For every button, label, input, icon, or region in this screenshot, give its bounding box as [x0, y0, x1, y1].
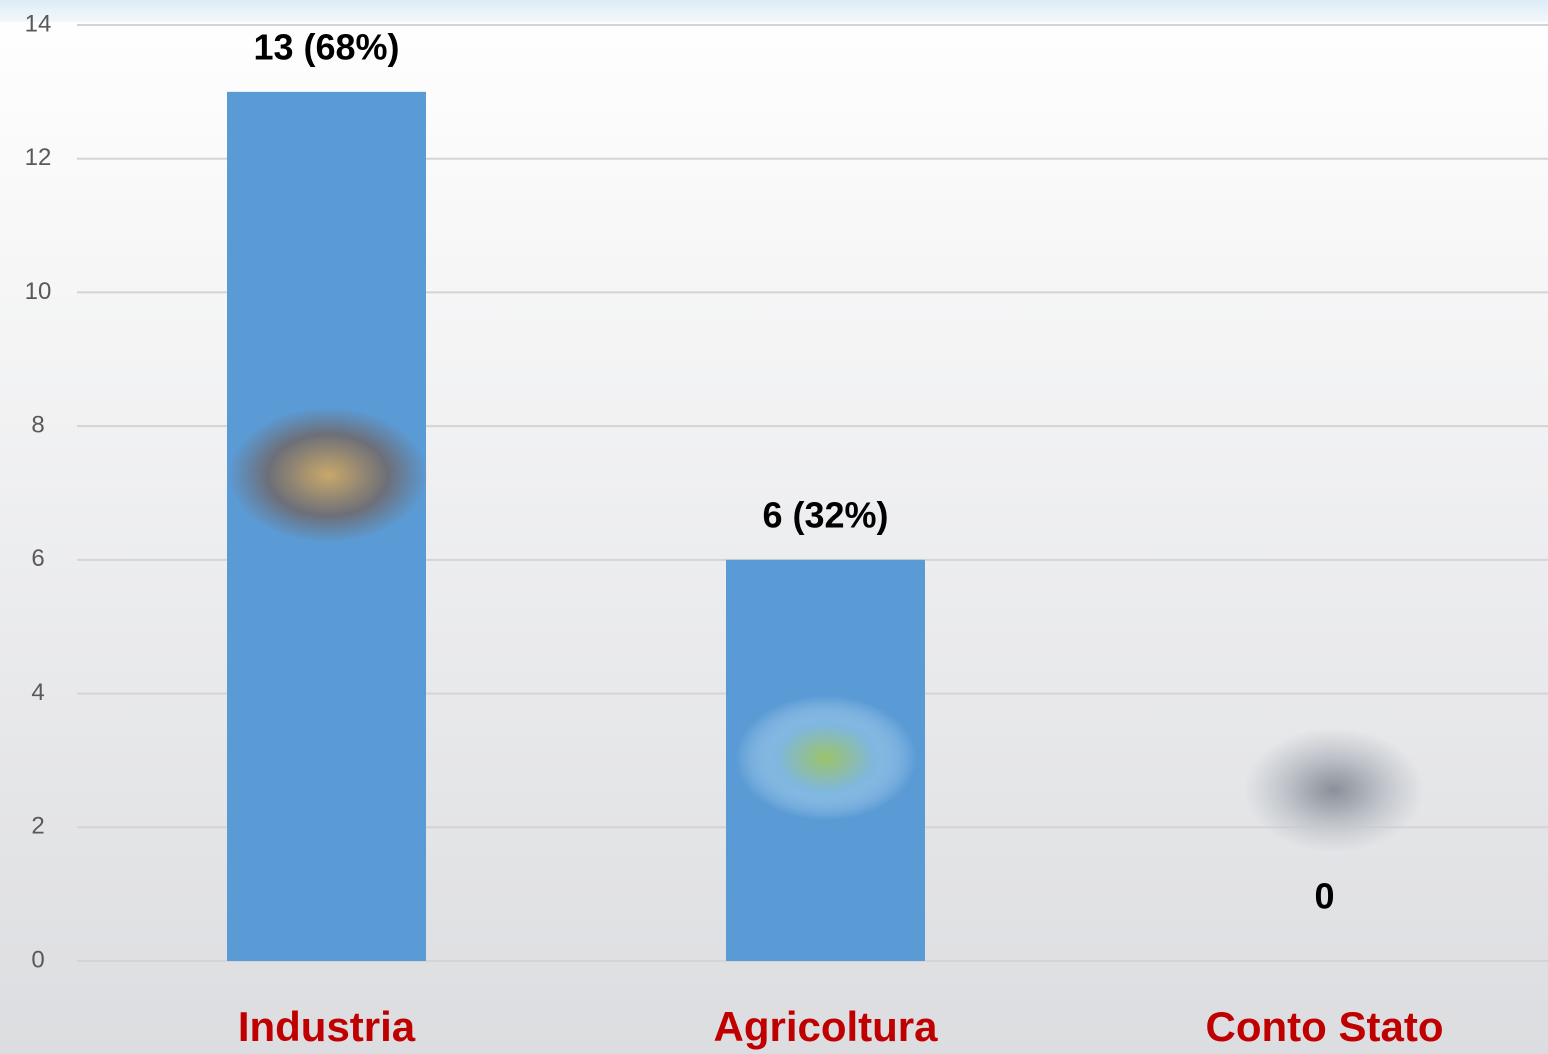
y-tick-label: 10 — [25, 278, 52, 305]
photo — [736, 696, 916, 820]
x-tick-label: Industria — [238, 1003, 416, 1050]
y-tick-label: 6 — [31, 545, 44, 572]
y-tick-label: 12 — [25, 144, 52, 171]
y-tick-label: 4 — [31, 679, 44, 706]
data-label: 0 — [1314, 876, 1334, 917]
x-tick-label: Conto Stato — [1206, 1003, 1444, 1050]
chart: 0 2 4 6 8 10 12 14 Industria 13 (68%) Agricoltura… — [0, 0, 1548, 1054]
y-tick-label: 2 — [31, 813, 44, 840]
data-label: 6 (32%) — [762, 494, 888, 535]
x-tick-label: Agricoltura — [713, 1003, 938, 1050]
header-band — [0, 0, 1548, 22]
page: 0 2 4 6 8 10 12 14 Industria 13 (68%) Agricoltura… — [0, 0, 1548, 1054]
photo — [228, 407, 428, 543]
y-tick-label: 14 — [25, 10, 52, 37]
y-tick-label: 8 — [31, 411, 44, 438]
data-label: 13 (68%) — [253, 26, 399, 67]
y-tick-label: 0 — [31, 946, 44, 973]
photo — [1244, 728, 1424, 852]
